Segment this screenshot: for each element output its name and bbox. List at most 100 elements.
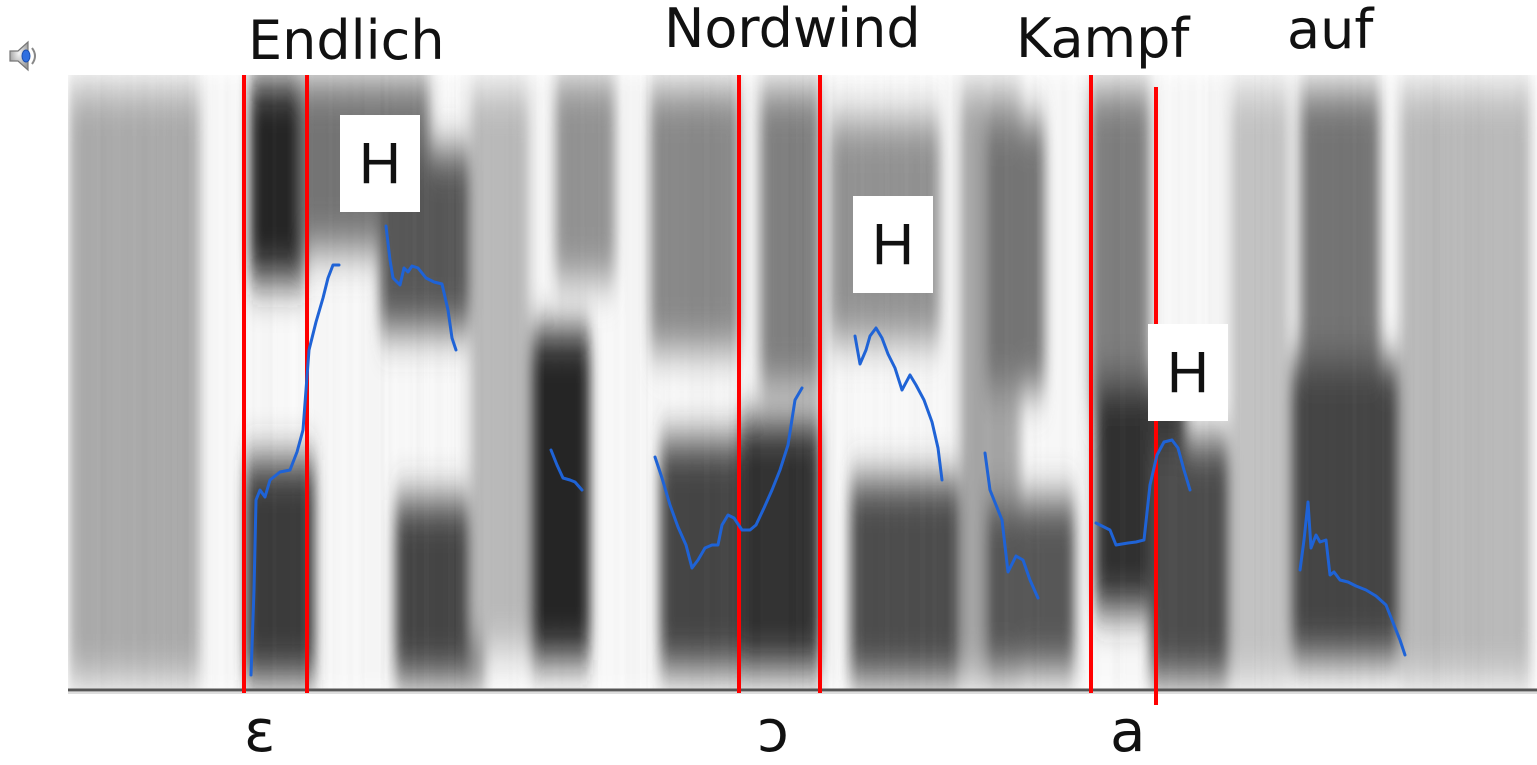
striation — [1082, 75, 1084, 690]
striation — [1442, 75, 1444, 690]
striation — [790, 75, 792, 690]
striation — [1022, 75, 1024, 690]
striation — [206, 75, 208, 690]
striation — [338, 75, 340, 690]
striation — [94, 75, 96, 690]
striation — [1446, 75, 1448, 690]
striation — [1366, 75, 1368, 690]
striation — [386, 75, 388, 690]
striation — [926, 75, 928, 690]
striation — [842, 75, 844, 690]
striation — [706, 75, 708, 690]
pitch-segment — [983, 451, 1040, 600]
striation — [1066, 75, 1068, 690]
striation — [682, 75, 684, 690]
striation — [962, 75, 964, 690]
striation — [134, 75, 136, 690]
striation — [882, 75, 884, 690]
striation — [178, 75, 180, 690]
striation — [506, 75, 508, 690]
striation — [314, 75, 316, 690]
striation — [270, 75, 272, 690]
striation — [1462, 75, 1464, 690]
striation — [538, 75, 540, 690]
striation — [742, 75, 744, 690]
striation — [558, 75, 560, 690]
striation — [458, 75, 460, 690]
pitch-segment — [384, 224, 458, 352]
striation — [1358, 75, 1360, 690]
striation — [434, 75, 436, 690]
tone-label: H — [1148, 324, 1228, 421]
striation — [1054, 75, 1056, 690]
striation — [414, 75, 416, 690]
striation — [1270, 75, 1272, 690]
striation — [846, 75, 848, 690]
striation — [1234, 75, 1236, 690]
striation — [1434, 75, 1436, 690]
striation — [858, 75, 860, 690]
spectral-energy — [660, 440, 750, 670]
striation — [1458, 75, 1460, 690]
striation — [1386, 75, 1388, 690]
striation — [598, 75, 600, 690]
striation — [114, 75, 116, 690]
striation — [1534, 75, 1536, 690]
striation — [650, 75, 652, 690]
striation — [1326, 75, 1328, 690]
striation — [1050, 75, 1052, 690]
striation — [590, 75, 592, 690]
striation — [82, 75, 84, 690]
striation — [998, 75, 1000, 690]
striation — [934, 75, 936, 690]
striation — [1362, 75, 1364, 690]
striation — [362, 75, 364, 690]
spectral-energy — [850, 480, 960, 680]
striation — [854, 75, 856, 690]
striation — [1242, 75, 1244, 690]
striation — [294, 75, 296, 690]
striation — [202, 75, 204, 690]
striation — [1098, 75, 1100, 690]
spectral-energy — [1230, 90, 1290, 680]
striation — [694, 75, 696, 690]
striation — [546, 75, 548, 690]
striation — [782, 75, 784, 690]
striation — [1342, 75, 1344, 690]
striation — [74, 75, 76, 690]
striation — [310, 75, 312, 690]
striation — [542, 75, 544, 690]
spectral-energy — [1090, 90, 1150, 410]
striation — [966, 75, 968, 690]
striation — [1450, 75, 1452, 690]
striation — [862, 75, 864, 690]
striation — [490, 75, 492, 690]
spectral-energy — [555, 80, 615, 280]
striation — [722, 75, 724, 690]
striation — [450, 75, 452, 690]
striation — [830, 75, 832, 690]
striation — [250, 75, 252, 690]
striation — [954, 75, 956, 690]
striation — [1474, 75, 1476, 690]
striation — [778, 75, 780, 690]
striation — [158, 75, 160, 690]
striation — [290, 75, 292, 690]
striation — [750, 75, 752, 690]
striation — [1354, 75, 1356, 690]
striation — [1322, 75, 1324, 690]
striation — [870, 75, 872, 690]
striation — [102, 75, 104, 690]
striation — [198, 75, 200, 690]
striation — [406, 75, 408, 690]
striation — [378, 75, 380, 690]
striation — [774, 75, 776, 690]
striation — [1074, 75, 1076, 690]
striation — [1282, 75, 1284, 690]
striation — [210, 75, 212, 690]
striation — [826, 75, 828, 690]
speaker-icon[interactable] — [4, 36, 44, 76]
striation — [670, 75, 672, 690]
striation — [214, 75, 216, 690]
striation — [594, 75, 596, 690]
